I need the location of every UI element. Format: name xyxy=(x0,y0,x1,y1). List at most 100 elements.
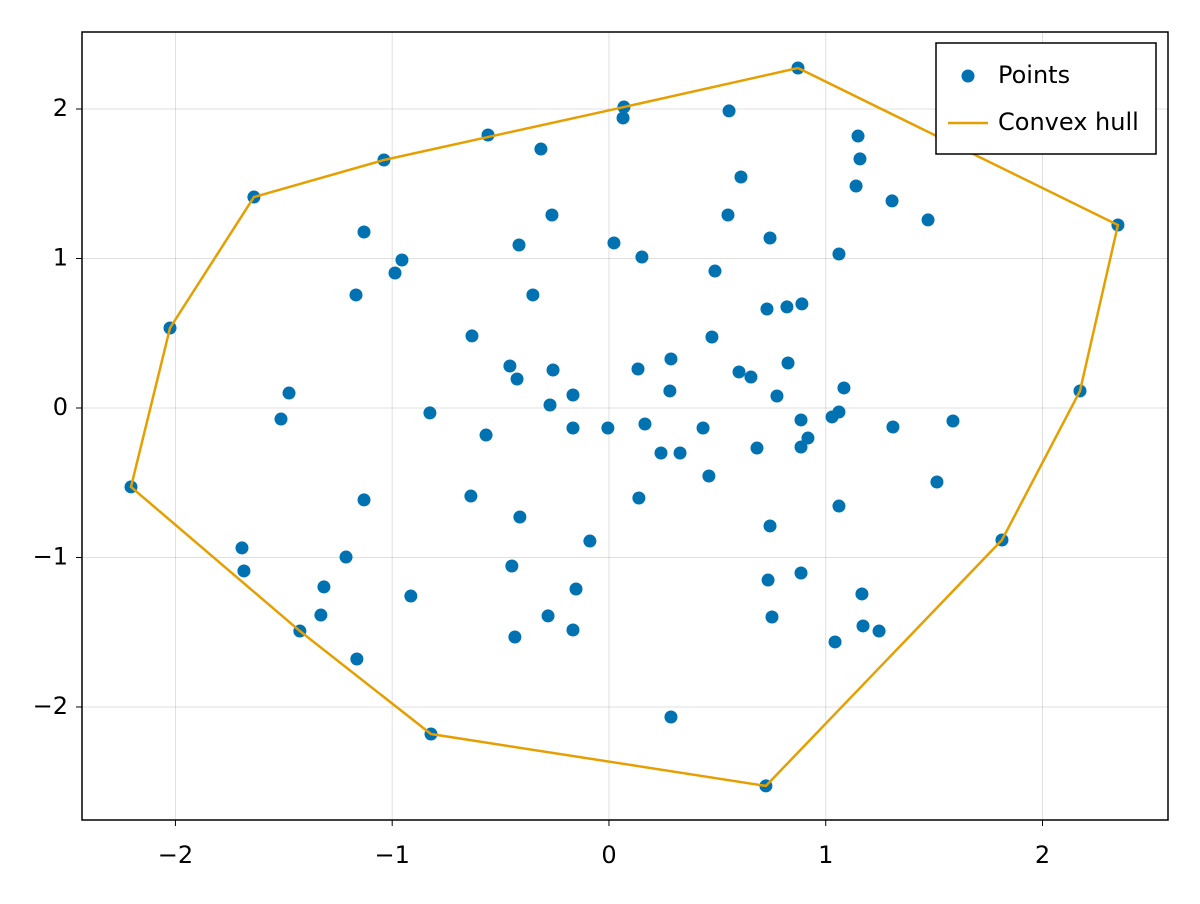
point xyxy=(357,225,371,239)
point xyxy=(545,208,559,222)
point xyxy=(744,370,758,384)
point xyxy=(583,534,597,548)
legend-swatch xyxy=(961,69,975,83)
point xyxy=(505,559,519,573)
point xyxy=(632,491,646,505)
point xyxy=(654,446,668,460)
point xyxy=(282,386,296,400)
y-tick-label: 0 xyxy=(53,393,68,421)
point xyxy=(503,359,517,373)
point xyxy=(601,421,615,435)
point xyxy=(721,208,735,222)
point xyxy=(357,493,371,507)
point xyxy=(853,152,867,166)
point xyxy=(921,213,935,227)
point xyxy=(664,710,678,724)
point xyxy=(314,608,328,622)
point xyxy=(855,587,869,601)
x-tick-label: −1 xyxy=(374,841,409,869)
point xyxy=(856,619,870,633)
point xyxy=(274,412,288,426)
point xyxy=(760,302,774,316)
y-tick-label: 1 xyxy=(53,243,68,271)
point xyxy=(872,624,886,638)
point xyxy=(781,356,795,370)
point xyxy=(696,421,710,435)
point xyxy=(886,420,900,434)
point xyxy=(635,250,649,264)
point xyxy=(851,129,865,143)
legend-label: Convex hull xyxy=(998,108,1139,136)
point xyxy=(534,142,548,156)
x-tick-label: 1 xyxy=(818,841,833,869)
point xyxy=(607,236,621,250)
point xyxy=(673,446,687,460)
point xyxy=(770,389,784,403)
x-tick-label: −2 xyxy=(158,841,193,869)
point xyxy=(761,573,775,587)
point xyxy=(566,421,580,435)
point xyxy=(465,329,479,343)
point xyxy=(546,363,560,377)
legend-box xyxy=(935,42,1157,155)
point xyxy=(464,489,478,503)
point xyxy=(794,566,808,580)
point xyxy=(765,610,779,624)
point xyxy=(732,365,746,379)
point xyxy=(349,288,363,302)
point xyxy=(395,253,409,267)
x-tick-label: 0 xyxy=(601,841,616,869)
y-tick-label: −2 xyxy=(33,692,68,720)
point xyxy=(825,410,839,424)
point xyxy=(946,414,960,428)
point xyxy=(763,231,777,245)
point xyxy=(423,406,437,420)
point xyxy=(512,238,526,252)
point xyxy=(569,582,583,596)
point xyxy=(702,469,716,483)
point xyxy=(734,170,748,184)
point xyxy=(479,428,493,442)
plot-frame xyxy=(81,31,1169,821)
point xyxy=(508,630,522,644)
point xyxy=(780,300,794,314)
point xyxy=(566,388,580,402)
point xyxy=(794,440,808,454)
point xyxy=(708,264,722,278)
point xyxy=(930,475,944,489)
point xyxy=(317,580,331,594)
point xyxy=(350,652,364,666)
point xyxy=(795,297,809,311)
x-tick-label: 2 xyxy=(1035,841,1050,869)
point xyxy=(541,609,555,623)
point xyxy=(663,384,677,398)
point xyxy=(526,288,540,302)
point xyxy=(837,381,851,395)
point xyxy=(722,104,736,118)
point xyxy=(543,398,557,412)
point xyxy=(801,431,815,445)
point xyxy=(616,111,630,125)
point xyxy=(832,247,846,261)
point xyxy=(832,499,846,513)
point xyxy=(631,362,645,376)
point xyxy=(513,510,527,524)
point xyxy=(763,519,777,533)
y-tick-label: −1 xyxy=(33,542,68,570)
point xyxy=(638,417,652,431)
point xyxy=(566,623,580,637)
legend-label: Points xyxy=(998,61,1070,89)
point xyxy=(388,266,402,280)
hull-line xyxy=(129,66,1120,788)
point xyxy=(339,550,353,564)
point xyxy=(510,372,524,386)
point xyxy=(750,441,764,455)
point xyxy=(235,541,249,555)
y-tick-label: 2 xyxy=(53,94,68,122)
point xyxy=(664,352,678,366)
point xyxy=(705,330,719,344)
point xyxy=(849,179,863,193)
legend: Points Convex hull xyxy=(935,42,1157,155)
point xyxy=(404,589,418,603)
